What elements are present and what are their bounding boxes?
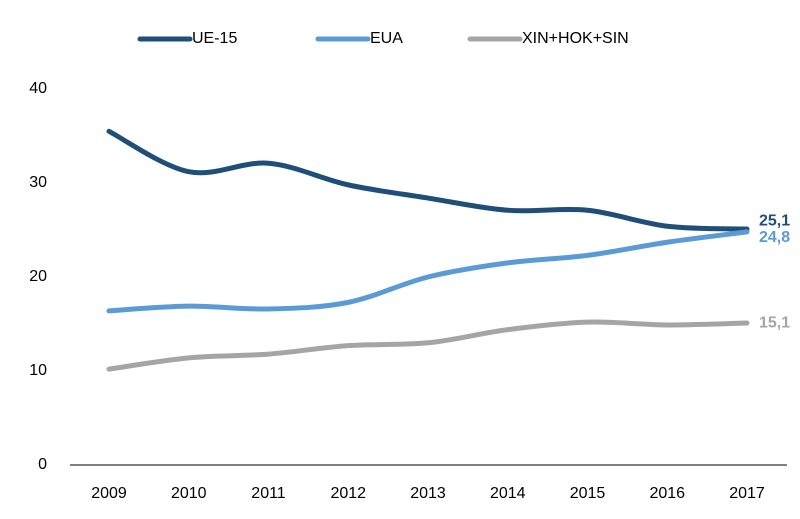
x-tick-label: 2010 xyxy=(171,485,207,502)
data-label: 25,1 xyxy=(759,212,790,229)
y-tick-label: 30 xyxy=(29,174,47,191)
x-tick-label: 2011 xyxy=(251,485,286,502)
data-label: 15,1 xyxy=(759,314,790,331)
x-tick-label: 2009 xyxy=(91,485,127,502)
x-tick-label: 2013 xyxy=(410,485,446,502)
series-line xyxy=(106,319,750,372)
x-tick-label: 2012 xyxy=(330,485,366,502)
x-tick-label: 2016 xyxy=(649,485,685,502)
legend-label: EUA xyxy=(370,30,403,47)
x-tick-label: 2017 xyxy=(729,485,765,502)
y-tick-label: 20 xyxy=(29,268,47,285)
x-tick-label: 2014 xyxy=(490,485,526,502)
legend-label: XIN+HOK+SIN xyxy=(522,30,629,47)
y-tick-label: 0 xyxy=(38,456,47,473)
y-tick-label: 10 xyxy=(29,362,47,379)
x-tick-label: 2015 xyxy=(570,485,606,502)
legend-label: UE-15 xyxy=(192,30,237,47)
series-line xyxy=(106,128,750,232)
data-label: 24,8 xyxy=(759,229,790,246)
y-tick-label: 40 xyxy=(29,80,47,97)
series-line xyxy=(106,229,750,314)
